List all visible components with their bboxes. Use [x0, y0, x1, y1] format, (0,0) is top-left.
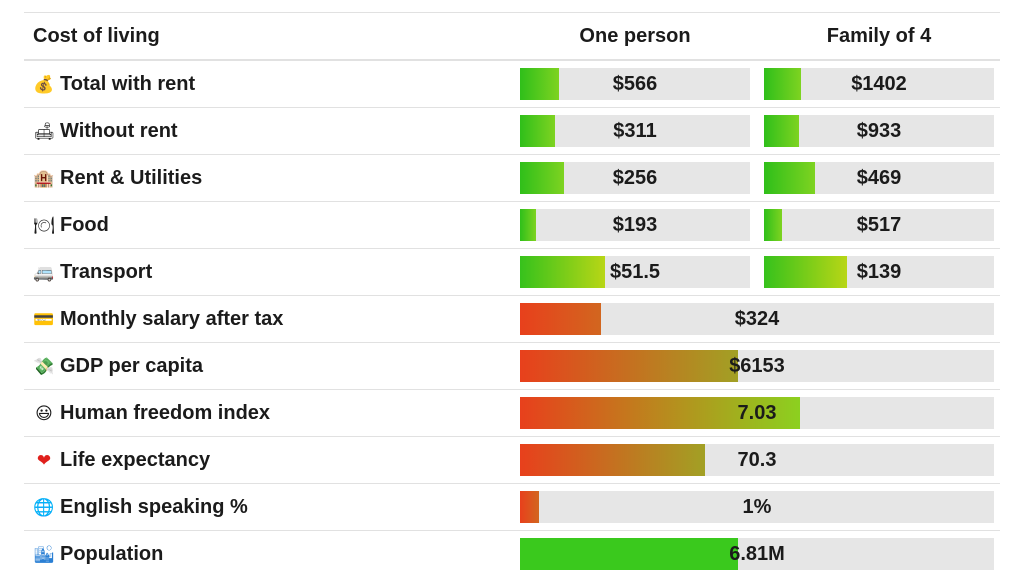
- bar-fill: [520, 209, 537, 241]
- bar-value: $51.5: [609, 261, 661, 283]
- one-person-bar: $311: [520, 115, 750, 147]
- row-gdp-per-capita: 💸 GDP per capita $6153: [24, 343, 1000, 390]
- bar-value: $256: [612, 167, 658, 189]
- family-bar: $517: [764, 209, 994, 241]
- family-bar: $139: [764, 256, 994, 288]
- bar-value: 6.81M: [729, 543, 785, 565]
- bar-value: $193: [612, 214, 658, 236]
- row-label: Total with rent: [60, 73, 196, 95]
- row-rent-utilities: 🏨 Rent & Utilities $256 $469: [24, 155, 1000, 202]
- bar-value: $324: [734, 308, 780, 330]
- metric-bar: 7.03: [520, 397, 994, 429]
- row-label: GDP per capita: [60, 355, 204, 377]
- van-icon: 🚐: [33, 263, 55, 283]
- row-label: Human freedom index: [60, 402, 271, 424]
- bar-fill: [520, 444, 705, 476]
- metric-bar: $6153: [520, 350, 994, 382]
- bar-value: $311: [613, 120, 657, 142]
- bar-value: 70.3: [737, 449, 777, 471]
- bar-value: $139: [856, 261, 902, 283]
- row-total-with-rent: 💰 Total with rent $566 $1402: [24, 61, 1000, 108]
- bar-fill: [764, 256, 847, 288]
- column-header-family: Family of 4: [826, 25, 932, 47]
- bar-value: $1402: [851, 73, 907, 95]
- bar-value: $933: [856, 120, 902, 142]
- bar-fill: [520, 350, 739, 382]
- one-person-bar: $193: [520, 209, 750, 241]
- globe-icon: 🌐: [33, 498, 55, 518]
- bar-fill: [764, 209, 783, 241]
- bar-fill: [520, 491, 539, 523]
- row-life-expectancy: ❤ Life expectancy 70.3: [24, 437, 1000, 484]
- bar-fill: [764, 162, 815, 194]
- one-person-bar: $51.5: [520, 256, 750, 288]
- row-label: Transport: [60, 261, 153, 283]
- bar-value: 7.03: [737, 402, 777, 424]
- row-monthly-salary: 💳 Monthly salary after tax $324: [24, 296, 1000, 343]
- row-food: 🍽 Food $193 $517: [24, 202, 1000, 249]
- row-human-freedom-index: 😃 Human freedom index 7.03: [24, 390, 1000, 437]
- bar-fill: [520, 256, 606, 288]
- bar-fill: [520, 68, 560, 100]
- bar-fill: [764, 115, 799, 147]
- family-bar: $1402: [764, 68, 994, 100]
- row-transport: 🚐 Transport $51.5 $139: [24, 249, 1000, 296]
- row-label: Without rent: [60, 120, 178, 142]
- bar-value: 1%: [742, 496, 772, 518]
- smiley-icon: 😃: [35, 404, 53, 424]
- table-title: Cost of living: [33, 25, 160, 47]
- bar-fill: [764, 68, 801, 100]
- bar-fill: [520, 538, 739, 570]
- row-label: Monthly salary after tax: [60, 308, 284, 330]
- cityscape-icon: 🏙: [33, 545, 55, 565]
- row-label: Life expectancy: [60, 449, 211, 471]
- bar-value: $517: [856, 214, 902, 236]
- bar-value: $6153: [729, 355, 785, 377]
- bar-fill: [520, 115, 555, 147]
- row-population: 🏙 Population 6.81M: [24, 531, 1000, 577]
- bar-value: $469: [856, 167, 902, 189]
- row-label: English speaking %: [60, 496, 248, 518]
- family-bar: $469: [764, 162, 994, 194]
- row-label: Food: [60, 214, 109, 236]
- row-english-speaking: 🌐 English speaking % 1%: [24, 484, 1000, 531]
- metric-bar: 6.81M: [520, 538, 994, 570]
- bar-fill: [520, 162, 564, 194]
- metric-bar: 1%: [520, 491, 994, 523]
- one-person-bar: $566: [520, 68, 750, 100]
- couch-icon: 🛋: [33, 122, 55, 142]
- credit-card-icon: 💳: [33, 310, 55, 330]
- plate-icon: 🍽: [33, 216, 55, 236]
- bar-value: $566: [612, 73, 658, 95]
- heart-icon: ❤: [36, 451, 52, 471]
- metric-bar: 70.3: [520, 444, 994, 476]
- table-header: Cost of living One person Family of 4: [24, 13, 1000, 61]
- money-bag-icon: 💰: [33, 75, 55, 95]
- one-person-bar: $256: [520, 162, 750, 194]
- bar-fill: [520, 397, 800, 429]
- row-without-rent: 🛋 Without rent $311 $933: [24, 108, 1000, 155]
- family-bar: $933: [764, 115, 994, 147]
- bar-fill: [520, 303, 601, 335]
- column-header-one-person: One person: [579, 25, 691, 47]
- row-label: Rent & Utilities: [60, 167, 203, 189]
- row-label: Population: [60, 543, 164, 565]
- metric-bar: $324: [520, 303, 994, 335]
- money-wings-icon: 💸: [33, 357, 55, 377]
- cost-of-living-table: Cost of living One person Family of 4 💰 T…: [24, 12, 1000, 577]
- hotel-icon: 🏨: [33, 169, 55, 189]
